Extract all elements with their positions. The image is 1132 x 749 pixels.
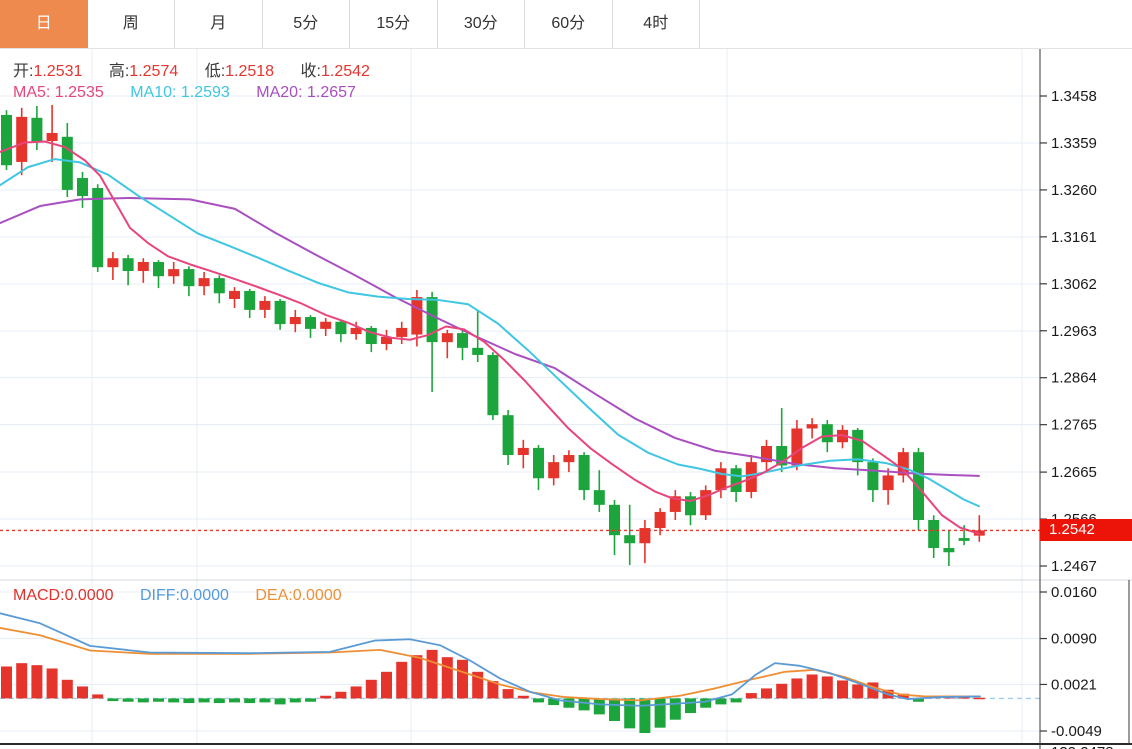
close-label: 收:: [300, 63, 321, 80]
ma20-value: 1.2657: [306, 84, 356, 101]
y-axis-tick-label: 1.2963: [1051, 323, 1097, 340]
y-axis-tick-label: 1.3359: [1051, 135, 1097, 152]
dea-value: 0.0000: [292, 587, 342, 604]
y-axis-tick-label: 0.0090: [1051, 631, 1097, 648]
partial-bottom-label: 132.2478: [1051, 744, 1114, 749]
current-price-badge: 1.2542: [1040, 519, 1132, 542]
macd-legend: MACD:0.0000 DIFF:0.0000 DEA:0.0000: [13, 587, 364, 605]
ma5-line: [0, 140, 980, 535]
candles-layer: [1, 105, 985, 566]
macd-label: MACD:: [13, 587, 65, 604]
macd-value: 0.0000: [64, 587, 114, 604]
y-axis-tick-label: 1.2864: [1051, 370, 1097, 387]
ma20-label: MA20:: [256, 84, 303, 101]
y-axis-tick-label: 0.0160: [1051, 584, 1097, 601]
ma20-line: [0, 196, 980, 477]
ma5-value: 1.2535: [54, 84, 104, 101]
tab-月[interactable]: 月: [175, 0, 263, 48]
ohlc-legend: 开:1.2531 高:1.2574 低:1.2518 收:1.2542: [13, 57, 392, 81]
macd-histogram: [1, 649, 985, 733]
y-axis-tick-label: 1.2765: [1051, 417, 1097, 434]
timeframe-tabs: 日周月 5分 15分 30分 60分 4时: [0, 0, 1132, 49]
close-value: 1.2542: [320, 63, 370, 80]
y-axis-tick-label: 1.3260: [1051, 182, 1097, 199]
y-axis-tick-label: 1.3161: [1051, 229, 1097, 246]
diff-value: 0.0000: [179, 587, 229, 604]
ma-legend: MA5: 1.2535 MA10: 1.2593 MA20: 1.2657: [13, 84, 378, 102]
ma10-line: [0, 158, 980, 508]
tab-5分[interactable]: 5分: [262, 0, 350, 48]
low-label: 低:: [204, 63, 226, 80]
y-axis-tick-label: 0.0021: [1051, 676, 1097, 693]
tab-30分[interactable]: 30分: [437, 0, 525, 48]
y-axis-tick-label: 1.2467: [1051, 558, 1097, 575]
tab-周[interactable]: 周: [87, 0, 175, 48]
y-axis-tick-label: 1.2665: [1051, 464, 1097, 481]
dea-label: DEA:: [255, 587, 293, 604]
y-axis-tick-label: -0.0049: [1051, 723, 1102, 740]
tab-15分[interactable]: 15分: [350, 0, 438, 48]
tab-4时[interactable]: 4时: [612, 0, 700, 48]
ma10-value: 1.2593: [180, 84, 230, 101]
y-axis-tick-label: 1.3062: [1051, 276, 1097, 293]
diff-label: DIFF:: [139, 587, 180, 604]
tab-60分[interactable]: 60分: [525, 0, 613, 48]
high-label: 高:: [108, 63, 130, 80]
y-axis-tick-label: 1.3458: [1051, 88, 1097, 105]
grid-layer: [0, 48, 1040, 744]
open-label: 开:: [13, 63, 34, 80]
y-axis-labels: 1.3458 1.3359 1.3260 1.3161 1.3062 1.2963 1.28…: [1040, 88, 1102, 740]
high-value: 1.2574: [129, 63, 179, 80]
ma5-label: MA5:: [13, 84, 51, 101]
open-value: 1.2531: [33, 63, 83, 80]
diff-line: [0, 612, 981, 707]
ma10-label: MA10:: [130, 84, 177, 101]
low-value: 1.2518: [225, 63, 275, 80]
tab-日[interactable]: 日: [0, 0, 88, 48]
